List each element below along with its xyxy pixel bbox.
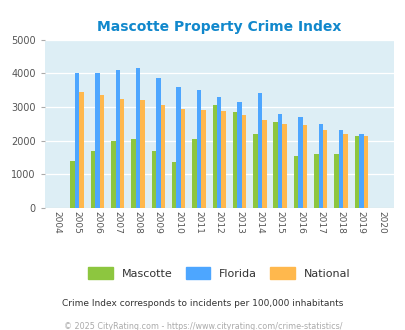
Bar	[115, 70, 120, 208]
Bar	[342, 134, 347, 208]
Bar	[237, 102, 241, 208]
Bar	[176, 87, 181, 208]
Bar	[181, 109, 185, 208]
Bar	[293, 156, 297, 208]
Bar	[111, 141, 115, 208]
Bar	[302, 125, 307, 208]
Bar	[75, 73, 79, 208]
Bar	[333, 154, 338, 208]
Bar	[252, 134, 257, 208]
Legend: Mascotte, Florida, National: Mascotte, Florida, National	[85, 264, 353, 282]
Bar	[257, 93, 262, 208]
Bar	[273, 122, 277, 208]
Bar	[322, 130, 326, 208]
Bar	[313, 154, 318, 208]
Bar	[262, 120, 266, 208]
Bar	[70, 161, 75, 208]
Bar	[318, 124, 322, 208]
Bar	[151, 151, 156, 208]
Bar	[298, 117, 302, 208]
Bar	[216, 97, 221, 208]
Bar	[95, 73, 100, 208]
Bar	[79, 92, 83, 208]
Bar	[221, 111, 225, 208]
Bar	[358, 134, 363, 208]
Bar	[131, 139, 135, 208]
Bar	[241, 115, 245, 208]
Bar	[120, 99, 124, 208]
Bar	[135, 68, 140, 208]
Bar	[172, 162, 176, 208]
Bar	[338, 130, 343, 208]
Bar	[277, 114, 282, 208]
Bar	[282, 124, 286, 208]
Bar	[140, 100, 144, 208]
Bar	[100, 95, 104, 208]
Text: © 2025 CityRating.com - https://www.cityrating.com/crime-statistics/: © 2025 CityRating.com - https://www.city…	[64, 322, 341, 330]
Text: Crime Index corresponds to incidents per 100,000 inhabitants: Crime Index corresponds to incidents per…	[62, 299, 343, 308]
Bar	[160, 105, 164, 208]
Bar	[200, 110, 205, 208]
Bar	[91, 151, 95, 208]
Bar	[196, 90, 201, 208]
Bar	[232, 112, 237, 208]
Bar	[156, 78, 160, 208]
Bar	[192, 139, 196, 208]
Bar	[212, 105, 216, 208]
Title: Mascotte Property Crime Index: Mascotte Property Crime Index	[97, 20, 341, 34]
Bar	[354, 136, 358, 208]
Bar	[363, 136, 367, 208]
